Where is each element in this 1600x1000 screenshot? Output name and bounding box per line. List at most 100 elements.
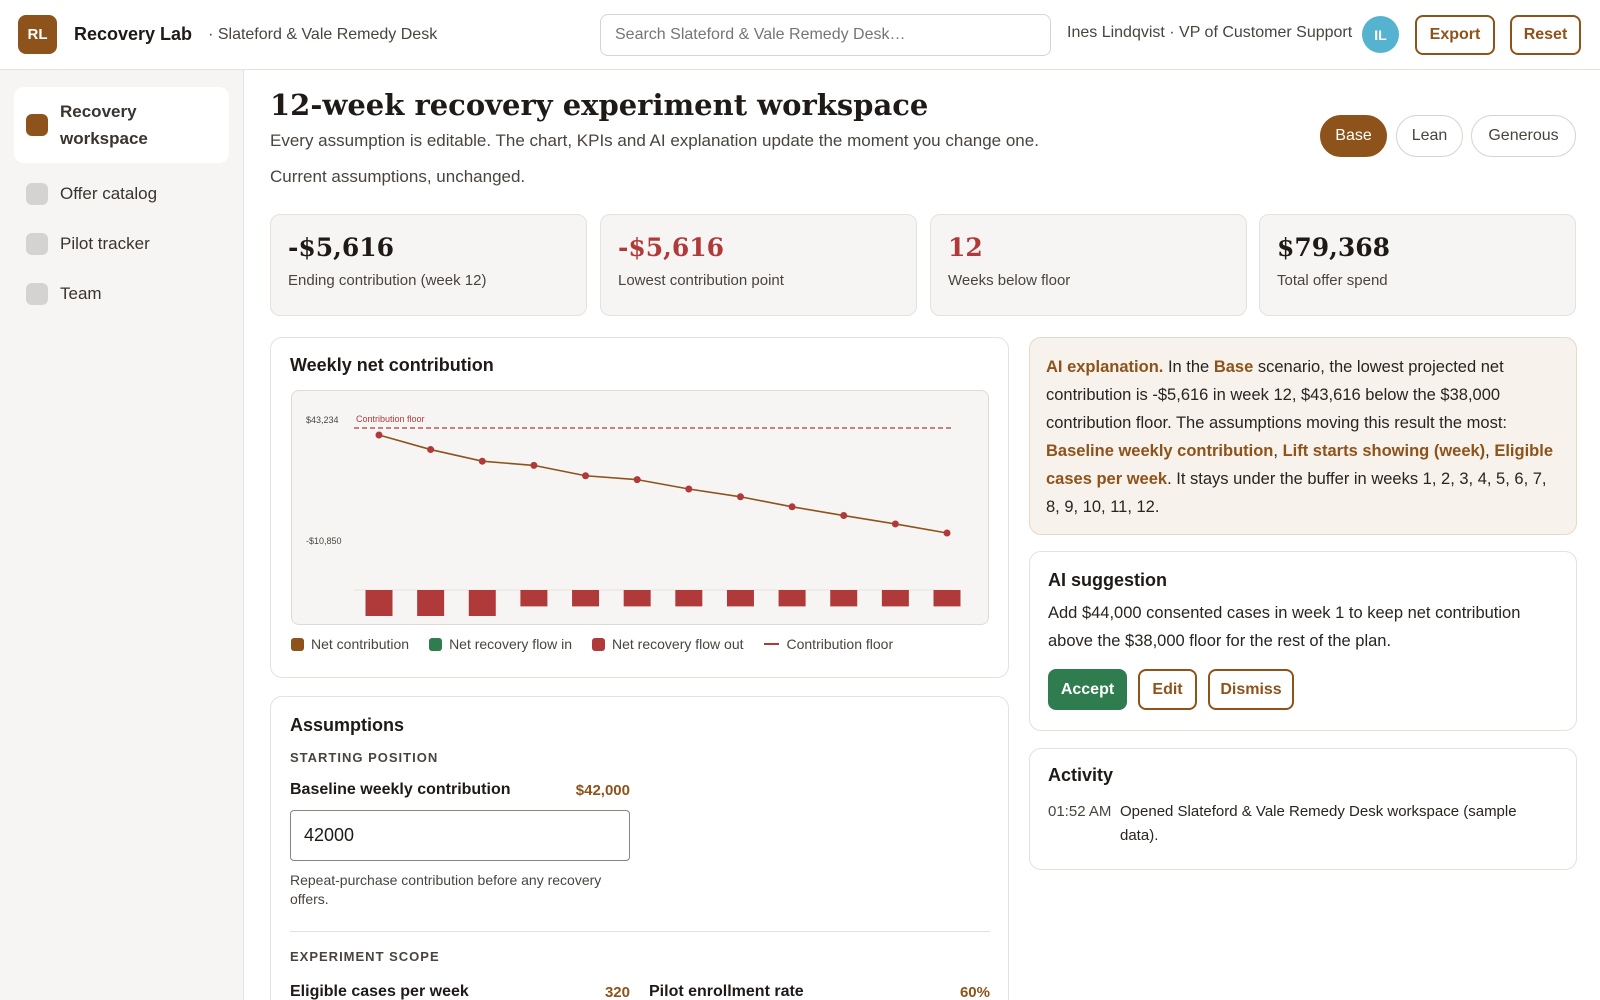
eligible-label: Eligible cases per week (290, 983, 469, 1000)
scenario-generous-button[interactable]: Generous (1471, 115, 1576, 157)
enrollment-label: Pilot enrollment rate (649, 983, 804, 1000)
legend-label: Net recovery flow in (449, 636, 572, 652)
top-bar: RL Recovery Lab · Slateford & Vale Remed… (0, 0, 1600, 70)
baseline-field-header: Baseline weekly contribution $42,000 (290, 781, 630, 799)
flow-out-bar (881, 590, 909, 607)
legend-label: Net contribution (311, 636, 410, 652)
net-contribution-point (633, 476, 641, 484)
ai-suggestion-card: AI suggestion Add $44,000 consented case… (1029, 551, 1577, 731)
enrollment-value: 60% (959, 983, 990, 1000)
sidebar-item-label: Team (60, 284, 102, 303)
assumptions-card: Assumptions STARTING POSITION Baseline w… (270, 696, 1009, 1000)
ai-suggestion-text: Add $44,000 consented cases in week 1 to… (1048, 604, 1521, 650)
ai-explanation-text: . It stays under the buffer in weeks 1, … (1046, 470, 1547, 516)
reset-button[interactable]: Reset (1510, 15, 1581, 55)
y-tick-label: $43,234 (306, 415, 339, 425)
sidebar-item-recovery-workspace[interactable]: Recovery workspace (14, 87, 229, 163)
ai-explanation-text: , (1273, 442, 1283, 460)
avatar[interactable]: IL (1362, 16, 1399, 53)
flow-out-bar (365, 590, 393, 616)
flow-out-bar (468, 590, 496, 616)
net-contribution-line (378, 434, 948, 534)
sidebar-item-pilot-tracker[interactable]: Pilot tracker (14, 219, 229, 269)
net-contribution-point (736, 493, 744, 501)
net-contribution-point (375, 431, 383, 439)
flow-out-bar (830, 590, 858, 607)
starting-position-label: STARTING POSITION (290, 750, 439, 765)
legend-swatch (291, 637, 304, 651)
flow-out-bar (675, 590, 703, 607)
net-contribution-point (840, 512, 848, 520)
page-title: 12-week recovery experiment workspace (270, 88, 929, 122)
export-button[interactable]: Export (1415, 15, 1495, 55)
kpi-label: Ending contribution (week 12) (288, 272, 487, 289)
flow-out-bar (572, 590, 600, 607)
legend-flow-out: Net recovery flow out (592, 636, 744, 652)
eligible-value: 320 (604, 983, 630, 1000)
team-icon (26, 283, 48, 305)
baseline-display: $42,000 (575, 781, 630, 799)
scenario-lean-button[interactable]: Lean (1396, 115, 1463, 157)
tracker-icon (26, 233, 48, 255)
flow-out-bar (778, 590, 806, 607)
contribution-floor-label: Contribution floor (356, 414, 425, 424)
kpi-label: Lowest contribution point (618, 272, 784, 289)
divider (290, 931, 990, 932)
net-contribution-point (891, 520, 899, 528)
sidebar-item-offer-catalog[interactable]: Offer catalog (14, 169, 229, 219)
kpi-weeks-below-floor: 12 Weeks below floor (930, 214, 1247, 316)
legend-line (763, 643, 779, 645)
activity-entry: 01:52 AM Opened Slateford & Vale Remedy … (1048, 800, 1558, 848)
net-contribution-point (943, 529, 951, 537)
activity-text: Opened Slateford & Vale Remedy Desk work… (1120, 803, 1517, 844)
enrollment-field-header: Pilot enrollment rate 60% (649, 983, 990, 1000)
kpi-total-offer-spend: $79,368 Total offer spend (1259, 214, 1576, 316)
sidebar-item-team[interactable]: Team (14, 269, 229, 319)
ai-explanation-lead: AI explanation. (1046, 358, 1164, 376)
activity-title: Activity (1048, 765, 1114, 785)
legend-net-contribution: Net contribution (291, 636, 409, 652)
app-name: Recovery Lab (74, 24, 193, 44)
kpi-value: -$5,616 (618, 233, 725, 262)
app-logo: RL (18, 15, 57, 54)
kpi-value: 12 (948, 233, 983, 262)
assumptions-title: Assumptions (290, 715, 405, 735)
ai-suggestion-actions: Accept Edit Dismiss (1048, 669, 1558, 710)
ai-explanation-driver: Baseline weekly contribution (1046, 442, 1274, 460)
kpi-value: -$5,616 (288, 233, 395, 262)
main-content: 12-week recovery experiment workspace Ev… (244, 70, 1600, 1000)
chart-title: Weekly net contribution (290, 355, 494, 375)
edit-button[interactable]: Edit (1138, 669, 1197, 710)
legend-label: Contribution floor (786, 636, 894, 652)
accept-button[interactable]: Accept (1048, 669, 1127, 710)
sidebar-item-label: Pilot tracker (60, 234, 150, 253)
kpi-ending-contribution: -$5,616 Ending contribution (week 12) (270, 214, 587, 316)
net-contribution-point (685, 485, 693, 493)
legend-contribution-floor: Contribution floor (763, 636, 894, 652)
chart-area: $43,234 -$10,850 Contribution floor (291, 390, 989, 625)
page-status: Current assumptions, unchanged. (270, 167, 526, 186)
workspace-name: · Slateford & Vale Remedy Desk (208, 25, 438, 43)
baseline-label: Baseline weekly contribution (290, 781, 511, 798)
legend-swatch (592, 637, 605, 651)
chart-legend: Net contribution Net recovery flow in Ne… (291, 636, 913, 652)
flow-out-bar (520, 590, 548, 607)
ai-explanation-driver: Lift starts showing (week) (1282, 442, 1486, 460)
activity-card: Activity 01:52 AM Opened Slateford & Val… (1029, 748, 1577, 870)
scenario-base-button[interactable]: Base (1320, 115, 1387, 157)
ai-explanation-text: , (1485, 442, 1495, 460)
chart-svg: $43,234 -$10,850 Contribution floor (306, 414, 961, 616)
ai-explanation-scenario: Base (1213, 358, 1254, 376)
eligible-field-header: Eligible cases per week 320 (290, 983, 630, 1000)
dismiss-button[interactable]: Dismiss (1208, 669, 1294, 710)
user-label: Ines Lindqvist · VP of Customer Support (1067, 24, 1353, 41)
ai-explanation-driver: Eligible cases per week (1046, 442, 1554, 488)
experiment-scope-label: EXPERIMENT SCOPE (290, 949, 440, 964)
net-contribution-point (427, 446, 435, 454)
chart-card: Weekly net contribution $43,234 -$10,850 C… (270, 337, 1009, 678)
search-input[interactable] (600, 14, 1051, 56)
ai-explanation-text: scenario, the lowest projected net contr… (1046, 358, 1508, 432)
legend-flow-in: Net recovery flow in (429, 636, 572, 652)
baseline-hint: Repeat-purchase contribution before any … (290, 872, 602, 907)
baseline-input[interactable] (290, 810, 630, 861)
